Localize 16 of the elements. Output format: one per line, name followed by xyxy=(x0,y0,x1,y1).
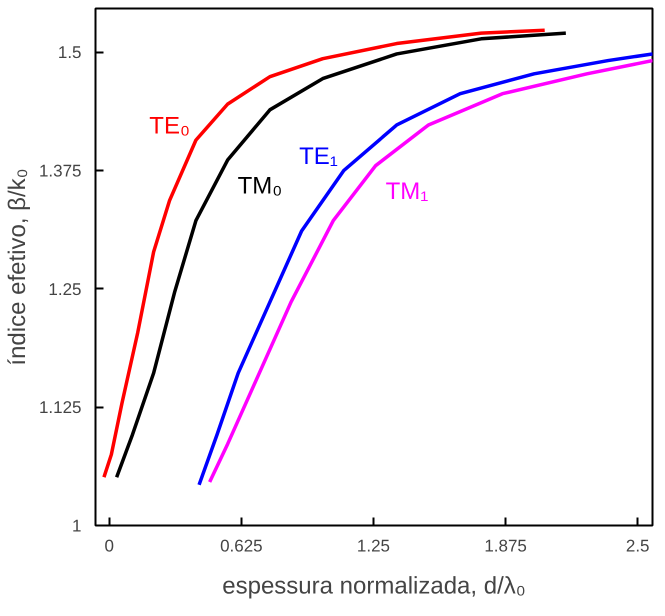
x-tick-label: 1.875 xyxy=(484,536,527,556)
series-label: TM₁ xyxy=(386,178,428,206)
x-tick-label: 1.25 xyxy=(356,536,390,556)
y-tick-label: 1.25 xyxy=(48,280,82,299)
y-tick-label: 1.375 xyxy=(38,161,82,180)
series-label: TE₀ xyxy=(149,112,190,140)
y-tick-label: 1.125 xyxy=(38,398,82,418)
y-axis-title: índice efetivo, β/k₀ xyxy=(4,168,31,366)
x-tick-label: 0 xyxy=(104,536,114,556)
series-label: TM₀ xyxy=(238,172,282,200)
y-tick-label: 1 xyxy=(72,516,82,536)
x-axis-title: espessura normalizada, d/λ₀ xyxy=(222,572,526,600)
series-label: TE₁ xyxy=(299,142,338,170)
y-tick-label: 1.5 xyxy=(58,43,82,62)
x-tick-label: 2.5 xyxy=(626,536,650,556)
x-tick-label: 0.625 xyxy=(220,536,263,556)
